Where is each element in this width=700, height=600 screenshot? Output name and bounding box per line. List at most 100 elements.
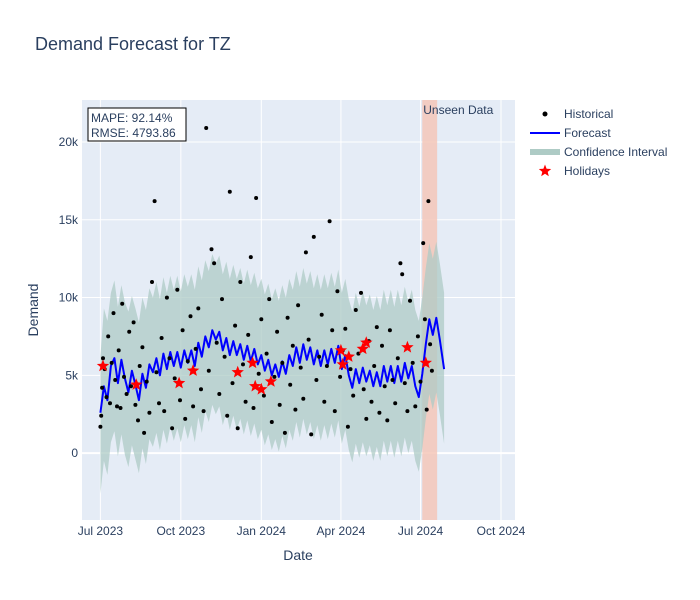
holiday-star	[356, 342, 369, 355]
historical-point	[277, 402, 282, 407]
x-tick-label: Oct 2023	[156, 524, 205, 538]
historical-point	[369, 399, 374, 404]
historical-point	[335, 289, 340, 294]
historical-point	[235, 426, 240, 431]
historical-point	[377, 410, 382, 415]
historical-point	[290, 343, 295, 348]
holiday-star	[249, 379, 262, 392]
x-tick-label: Jan 2024	[237, 524, 287, 538]
historical-point	[108, 401, 112, 406]
historical-point	[131, 320, 136, 325]
historical-point	[288, 382, 293, 387]
historical-point	[402, 381, 407, 386]
historical-point	[241, 362, 245, 367]
legend-item-historical[interactable]: Historical	[542, 107, 614, 121]
historical-point	[178, 398, 182, 403]
holiday-star	[246, 356, 259, 369]
historical-point	[269, 420, 274, 424]
historical-point	[332, 409, 337, 414]
historical-point	[104, 395, 109, 400]
historical-point	[382, 384, 387, 389]
y-tick-label: 0	[71, 446, 78, 460]
historical-point	[230, 381, 235, 386]
historical-point	[343, 326, 348, 331]
holiday-star	[401, 340, 414, 353]
historical-point	[400, 272, 405, 277]
legend-item-confidence-interval[interactable]: Confidence Interval	[530, 145, 667, 159]
historical-point	[100, 385, 105, 390]
holiday-star	[419, 356, 432, 369]
historical-point	[120, 301, 125, 306]
historical-point	[415, 334, 420, 339]
historical-point	[127, 329, 132, 334]
historical-point	[144, 379, 149, 384]
mape-text: MAPE: 92.14%	[91, 111, 173, 125]
legend[interactable]: Historical Forecast Confidence Interval …	[530, 107, 667, 178]
historical-point	[317, 354, 322, 359]
forecast-path	[99, 316, 446, 413]
holiday-star	[255, 382, 268, 395]
holiday-star	[172, 376, 186, 389]
y-tick-label: 10k	[59, 291, 79, 305]
y-tick-label: 15k	[59, 213, 79, 227]
legend-label-holidays: Holidays	[564, 164, 610, 178]
historical-point	[327, 219, 332, 224]
holiday-star	[336, 357, 349, 370]
historical-point	[387, 328, 392, 333]
historical-point	[170, 426, 175, 431]
historical-point	[212, 261, 217, 266]
historical-point	[374, 325, 379, 330]
historical-point	[421, 241, 426, 246]
historical-point	[345, 424, 350, 429]
y-axis-ticks: 0 5k 10k 15k 20k	[59, 135, 79, 460]
historical-point	[140, 345, 145, 350]
historical-point	[137, 364, 142, 368]
historical-point	[164, 295, 169, 300]
x-tick-label: Oct 2024	[477, 524, 526, 538]
historical-point	[180, 328, 185, 333]
historical-point	[272, 374, 277, 379]
historical-point	[118, 406, 123, 410]
x-axis-title: Date	[283, 547, 313, 563]
historical-point	[243, 399, 248, 404]
y-tick-label: 20k	[59, 135, 79, 149]
holiday-star	[360, 336, 373, 348]
historical-point	[214, 340, 219, 345]
holiday-star	[130, 378, 143, 390]
legend-item-holidays[interactable]: Holidays	[538, 164, 610, 178]
historical-point	[330, 328, 335, 333]
historical-point	[157, 401, 161, 406]
historical-point	[319, 312, 324, 317]
historical-point	[296, 303, 301, 308]
x-tick-label: Jul 2023	[78, 524, 124, 538]
legend-marker-holidays	[538, 164, 552, 177]
historical-point	[154, 370, 159, 375]
historical-point	[175, 287, 180, 292]
legend-item-forecast[interactable]: Forecast	[530, 126, 611, 140]
confidence-band-area	[100, 241, 445, 494]
unseen-data-label: Unseen Data	[423, 103, 493, 117]
historical-point	[251, 406, 256, 410]
historical-point	[113, 378, 118, 382]
historical-point	[311, 234, 316, 239]
holiday-star	[334, 343, 348, 356]
historical-point	[233, 323, 238, 328]
historical-point	[209, 247, 214, 252]
historical-point	[204, 126, 209, 130]
historical-point	[206, 368, 211, 373]
historical-point	[147, 410, 152, 415]
historical-point	[338, 374, 343, 379]
historical-point	[410, 360, 415, 365]
historical-point	[254, 196, 259, 200]
historical-point	[188, 314, 193, 319]
historical-point	[129, 384, 133, 389]
historical-point	[309, 432, 314, 437]
confidence-interval-band	[100, 241, 445, 494]
historical-point	[220, 297, 224, 302]
historical-point	[264, 351, 269, 356]
historical-point	[424, 407, 429, 412]
historical-point	[116, 348, 121, 353]
historical-point	[183, 416, 188, 421]
historical-point	[124, 392, 129, 396]
